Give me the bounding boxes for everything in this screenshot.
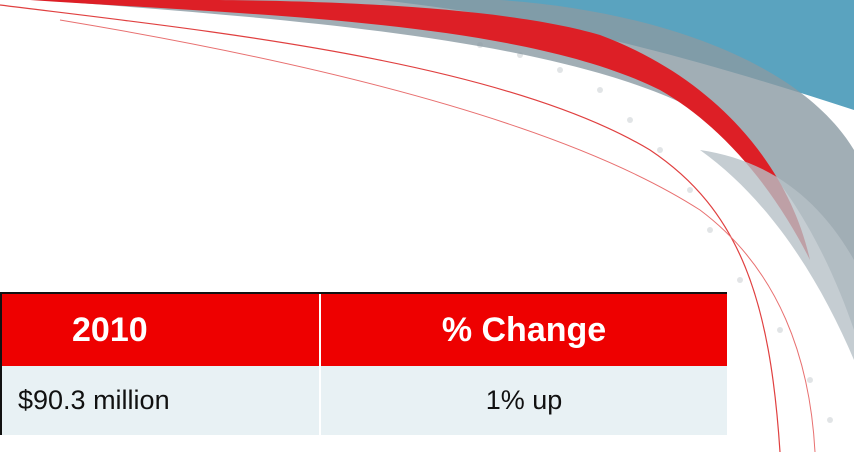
table-cell: $90.3 million (2, 366, 319, 435)
table-cell: 1% up (319, 366, 727, 435)
table: 2010 % Change $90.3 million 1% up (0, 292, 727, 435)
header-cell: 2010 (2, 294, 319, 366)
header-cell: % Change (319, 294, 727, 366)
slide: {"table": {"header": ["2010", "% Change"… (0, 0, 854, 452)
